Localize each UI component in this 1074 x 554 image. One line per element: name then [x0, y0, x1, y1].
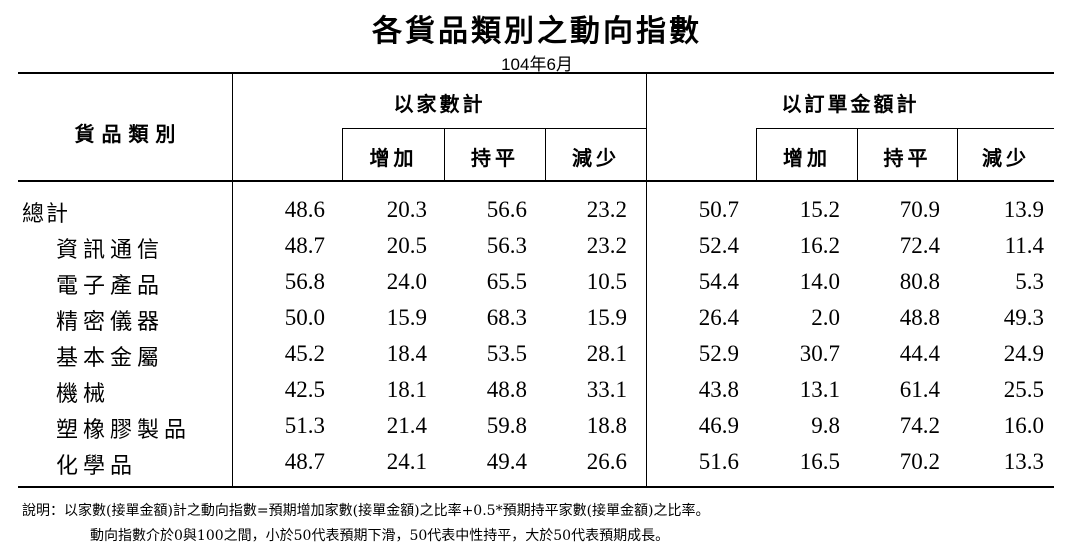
table-cell: 20.5: [386, 233, 427, 258]
table-cell: 44.4: [899, 341, 940, 366]
category-header: 貨 品 類 別: [74, 122, 176, 146]
table-cell: 56.3: [486, 233, 527, 258]
table-cell: 49.3: [1003, 305, 1044, 330]
table-cell: 16.0: [1003, 413, 1044, 438]
table-cell: 54.4: [698, 269, 739, 294]
page-subtitle: 104年6月: [501, 55, 573, 74]
note-line-1: 說明：以家數(接單金額)計之動向指數=預期增加家數(接單金額)之比率+0.5*預…: [22, 503, 710, 519]
table-cell: 33.1: [586, 377, 627, 402]
table-cell: 18.1: [386, 377, 427, 402]
table-cell: 24.9: [1003, 341, 1044, 366]
category-divider: [232, 73, 233, 487]
group2-underline: [756, 128, 1054, 129]
table-cell: 46.9: [698, 413, 739, 438]
row-label: 化學品: [56, 454, 138, 479]
table-cell: 16.5: [799, 449, 840, 474]
sub-header-increase: 增加: [369, 146, 418, 170]
table-cell: 30.7: [799, 341, 840, 366]
sub-header-decrease: 減少: [982, 146, 1030, 170]
page-title: 各貨品類別之動向指數: [372, 14, 702, 49]
table-cell: 23.2: [586, 197, 627, 222]
table-cell: 16.2: [799, 233, 840, 258]
table-cell: 18.4: [386, 341, 427, 366]
table-cell: 68.3: [486, 305, 527, 330]
table-cell: 15.9: [586, 305, 627, 330]
table-cell: 24.1: [386, 449, 427, 474]
sub-header-flat: 持平: [471, 146, 519, 170]
row-label: 資訊通信: [56, 238, 165, 263]
table-cell: 48.6: [284, 197, 325, 222]
row-label: 精密儀器: [56, 310, 165, 335]
row-label: 基本金屬: [56, 346, 165, 371]
table-cell: 65.5: [486, 269, 527, 294]
table-cell: 13.3: [1003, 449, 1044, 474]
table-cell: 21.4: [386, 413, 427, 438]
sub-divider: [444, 129, 445, 181]
table-cell: 48.7: [284, 449, 325, 474]
note-line-2: 動向指數介於0與100之間，小於50代表預期下滑，50代表中性持平，大於50代表…: [90, 528, 670, 544]
table-cell: 24.0: [386, 269, 427, 294]
sub-divider: [756, 129, 757, 181]
row-label: 塑橡膠製品: [56, 418, 192, 443]
table-cell: 50.7: [698, 197, 739, 222]
table-cell: 50.0: [284, 305, 325, 330]
table-cell: 13.9: [1003, 197, 1044, 222]
table-cell: 26.4: [698, 305, 739, 330]
table-cell: 45.2: [284, 341, 325, 366]
table-cell: 18.8: [586, 413, 627, 438]
table-cell: 52.9: [698, 341, 739, 366]
sub-divider: [857, 129, 858, 181]
sub-divider: [957, 129, 958, 181]
table-cell: 61.4: [899, 377, 940, 402]
table-cell: 56.6: [486, 197, 527, 222]
row-label: 電子產品: [56, 274, 165, 299]
table-cell: 56.8: [284, 269, 325, 294]
table-cell: 52.4: [698, 233, 739, 258]
sub-header-decrease: 減少: [572, 146, 620, 170]
table-cell: 9.8: [811, 413, 840, 438]
group1-underline: [342, 128, 647, 129]
table-cell: 42.5: [284, 377, 325, 402]
group2-header: 以訂單金額計: [781, 92, 920, 116]
table-cell: 70.9: [899, 197, 940, 222]
table-cell: 14.0: [799, 269, 840, 294]
table-bottom-border: [18, 486, 1054, 488]
table-cell: 15.2: [799, 197, 840, 222]
sub-header-increase: 增加: [783, 146, 831, 170]
row-label-total: 總計: [22, 202, 71, 227]
table-cell: 53.5: [486, 341, 527, 366]
table-cell: 70.2: [899, 449, 940, 474]
header-bottom-border: [18, 180, 1054, 182]
table-cell: 51.6: [698, 449, 739, 474]
table-cell: 48.8: [899, 305, 940, 330]
table-cell: 80.8: [899, 269, 940, 294]
table-cell: 48.8: [486, 377, 527, 402]
group-divider: [646, 73, 647, 487]
sub-divider: [342, 129, 343, 181]
table-cell: 48.7: [284, 233, 325, 258]
table-cell: 11.4: [1004, 233, 1044, 258]
table-cell: 43.8: [698, 377, 739, 402]
table-cell: 25.5: [1003, 377, 1044, 402]
table-cell: 26.6: [586, 449, 627, 474]
table-cell: 5.3: [1015, 269, 1044, 294]
table-cell: 20.3: [386, 197, 427, 222]
group1-header: 以家數計: [393, 92, 486, 116]
table-top-border: [18, 72, 1054, 74]
sub-header-flat: 持平: [883, 146, 932, 170]
table-cell: 72.4: [899, 233, 940, 258]
table-cell: 74.2: [899, 413, 940, 438]
table-cell: 10.5: [586, 269, 627, 294]
table-cell: 2.0: [811, 305, 840, 330]
table-cell: 59.8: [486, 413, 527, 438]
table-cell: 49.4: [486, 449, 527, 474]
row-label: 機械: [56, 382, 111, 407]
table-cell: 23.2: [586, 233, 627, 258]
table-cell: 28.1: [586, 341, 627, 366]
sub-divider: [545, 129, 546, 181]
table-cell: 51.3: [284, 413, 325, 438]
table-cell: 13.1: [799, 377, 840, 402]
table-cell: 15.9: [386, 305, 427, 330]
